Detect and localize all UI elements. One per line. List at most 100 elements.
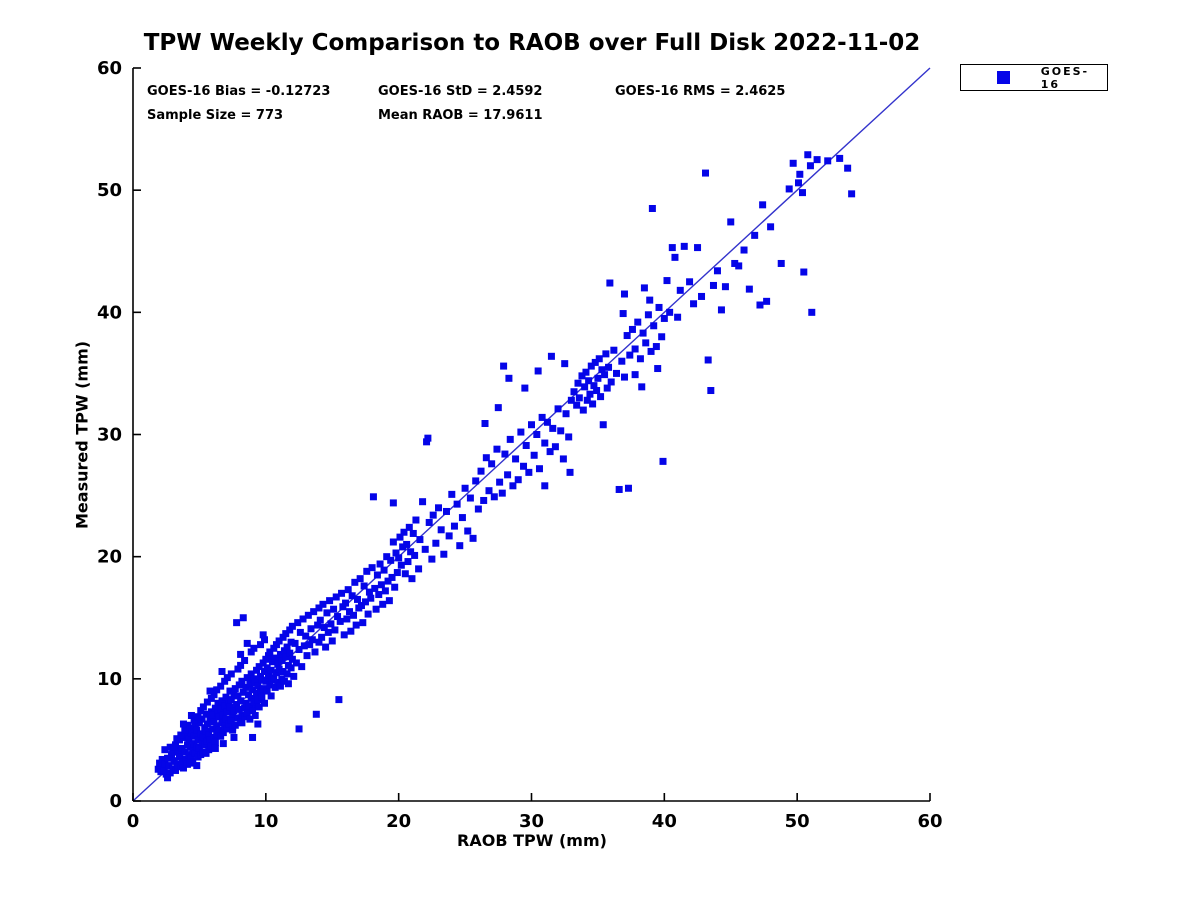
scatter-point [640,284,648,292]
scatter-point [727,218,735,226]
scatter-point [227,716,235,724]
scatter-point [262,655,270,663]
scatter-point [644,311,652,319]
scatter-point [237,718,245,726]
scatter-point [373,571,381,579]
scatter-point [286,626,294,634]
scatter-point [181,748,189,756]
scatter-point [607,378,615,386]
scatter-point [408,575,416,583]
scatter-point [353,595,361,603]
scatter-point [593,387,601,395]
scatter-point [230,707,238,715]
scatter-point [551,443,559,451]
x-tick-label: 60 [917,811,942,832]
scatter-point [598,366,606,374]
scatter-point [179,720,187,728]
scatter-point [254,720,262,728]
scatter-point [659,457,667,465]
scatter-point [239,614,247,622]
scatter-point [161,760,169,768]
scatter-point [222,693,230,701]
scatter-point [646,296,654,304]
scatter-point [557,427,565,435]
scatter-point [307,625,315,633]
scatter-point [202,727,210,735]
scatter-point [270,674,278,682]
scatter-point [253,666,261,674]
scatter-point [586,390,594,398]
scatter-point [594,374,602,382]
scatter-point [330,605,338,613]
scatter-point [535,465,543,473]
scatter-point [530,451,538,459]
scatter-point [202,710,210,718]
scatter-point [453,500,461,508]
scatter-point [185,751,193,759]
legend-label: GOES-16 [1040,64,1090,91]
x-tick-label: 0 [127,811,140,832]
scatter-point [660,314,668,322]
scatter-point [562,410,570,418]
scatter-point [602,350,610,358]
scatter-point [247,694,255,702]
scatter-point [401,570,409,578]
scatter-point [181,726,189,734]
scatter-point [245,702,253,710]
scatter-point [195,744,203,752]
x-tick-label: 10 [253,811,278,832]
scatter-point [270,644,278,652]
scatter-point [512,455,520,463]
scatter-point [336,617,344,625]
scatter-point [187,729,195,737]
scatter-point [393,569,401,577]
scatter-point [272,669,280,677]
y-tick-label: 20 [97,547,122,568]
scatter-point [348,592,356,600]
scatter-point [836,154,844,162]
scatter-point [372,605,380,613]
scatter-point [579,406,587,414]
scatter-point [377,581,385,589]
scatter-point [279,633,287,641]
scatter-point [262,677,270,685]
scatter-point [261,668,269,676]
scatter-point [582,368,590,376]
scatter-point [794,179,802,187]
scatter-point [259,659,267,667]
scatter-point [570,388,578,396]
scatter-point [326,597,334,605]
scatter-point [282,653,290,661]
scatter-point [213,722,221,730]
scatter-point [239,688,247,696]
scatter-point [217,682,225,690]
scatter-point [178,758,186,766]
scatter-point [543,418,551,426]
scatter-point [474,505,482,513]
scatter-point [295,725,303,733]
scatter-point [300,642,308,650]
scatter-point [226,687,234,695]
scatter-point [440,550,448,558]
scatter-point [237,661,245,669]
scatter-point [226,703,234,711]
scatter-point [347,627,355,635]
scatter-point [808,308,816,316]
scatter-point [368,564,376,572]
scatter-point [162,770,170,778]
scatter-point [283,643,291,651]
scatter-point [215,713,223,721]
scatter-point [294,619,302,627]
scatter-point [207,742,215,750]
scatter-point [211,744,219,752]
scatter-point [392,549,400,557]
scatter-point [437,526,445,534]
scatter-point [359,619,367,627]
scatter-point [165,762,173,770]
scatter-point [442,507,450,515]
scatter-point [745,285,753,293]
scatter-point [623,332,631,340]
scatter-point [375,591,383,599]
scatter-point [211,704,219,712]
